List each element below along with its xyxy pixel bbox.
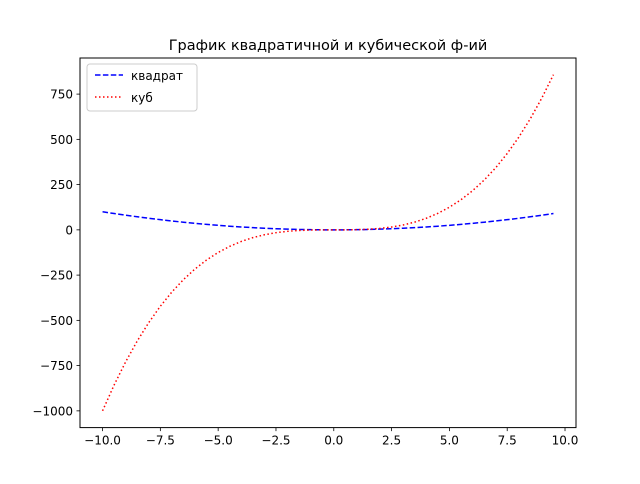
x-tick-label: −10.0	[84, 434, 121, 448]
series-line-kub	[101, 74, 555, 412]
y-tick-label: 500	[50, 133, 73, 147]
x-tick-label: 5.0	[440, 434, 459, 448]
x-tick-label: 2.5	[382, 434, 401, 448]
y-tick-label: 750	[50, 88, 73, 102]
legend-label-kvadrat: квадрат	[131, 69, 183, 83]
plot-frame	[79, 57, 577, 429]
y-axis: −1000 −750 −500 −250 0 250 500 750	[32, 88, 80, 418]
y-tick-label: 0	[65, 223, 73, 237]
chart-title: График квадратичной и кубической ф-ий	[169, 38, 488, 54]
y-tick-label: −500	[40, 314, 73, 328]
y-tick-label: −250	[40, 269, 73, 283]
series-layer	[101, 74, 555, 412]
x-tick-label: 0.0	[324, 434, 343, 448]
y-tick-label: −750	[40, 359, 73, 373]
legend-label-kub: куб	[131, 91, 153, 105]
x-tick-label: 10.0	[552, 434, 579, 448]
x-tick-label: 7.5	[498, 434, 517, 448]
x-tick-label: −5.0	[204, 434, 233, 448]
legend: квадрат куб	[86, 63, 198, 112]
y-tick-label: 250	[50, 178, 73, 192]
x-tick-label: −7.5	[146, 434, 175, 448]
x-tick-label: −2.5	[261, 434, 290, 448]
y-tick-label: −1000	[32, 404, 73, 418]
x-axis: −10.0 −7.5 −5.0 −2.5 0.0 2.5 5.0 7.5 10.0	[84, 427, 579, 448]
